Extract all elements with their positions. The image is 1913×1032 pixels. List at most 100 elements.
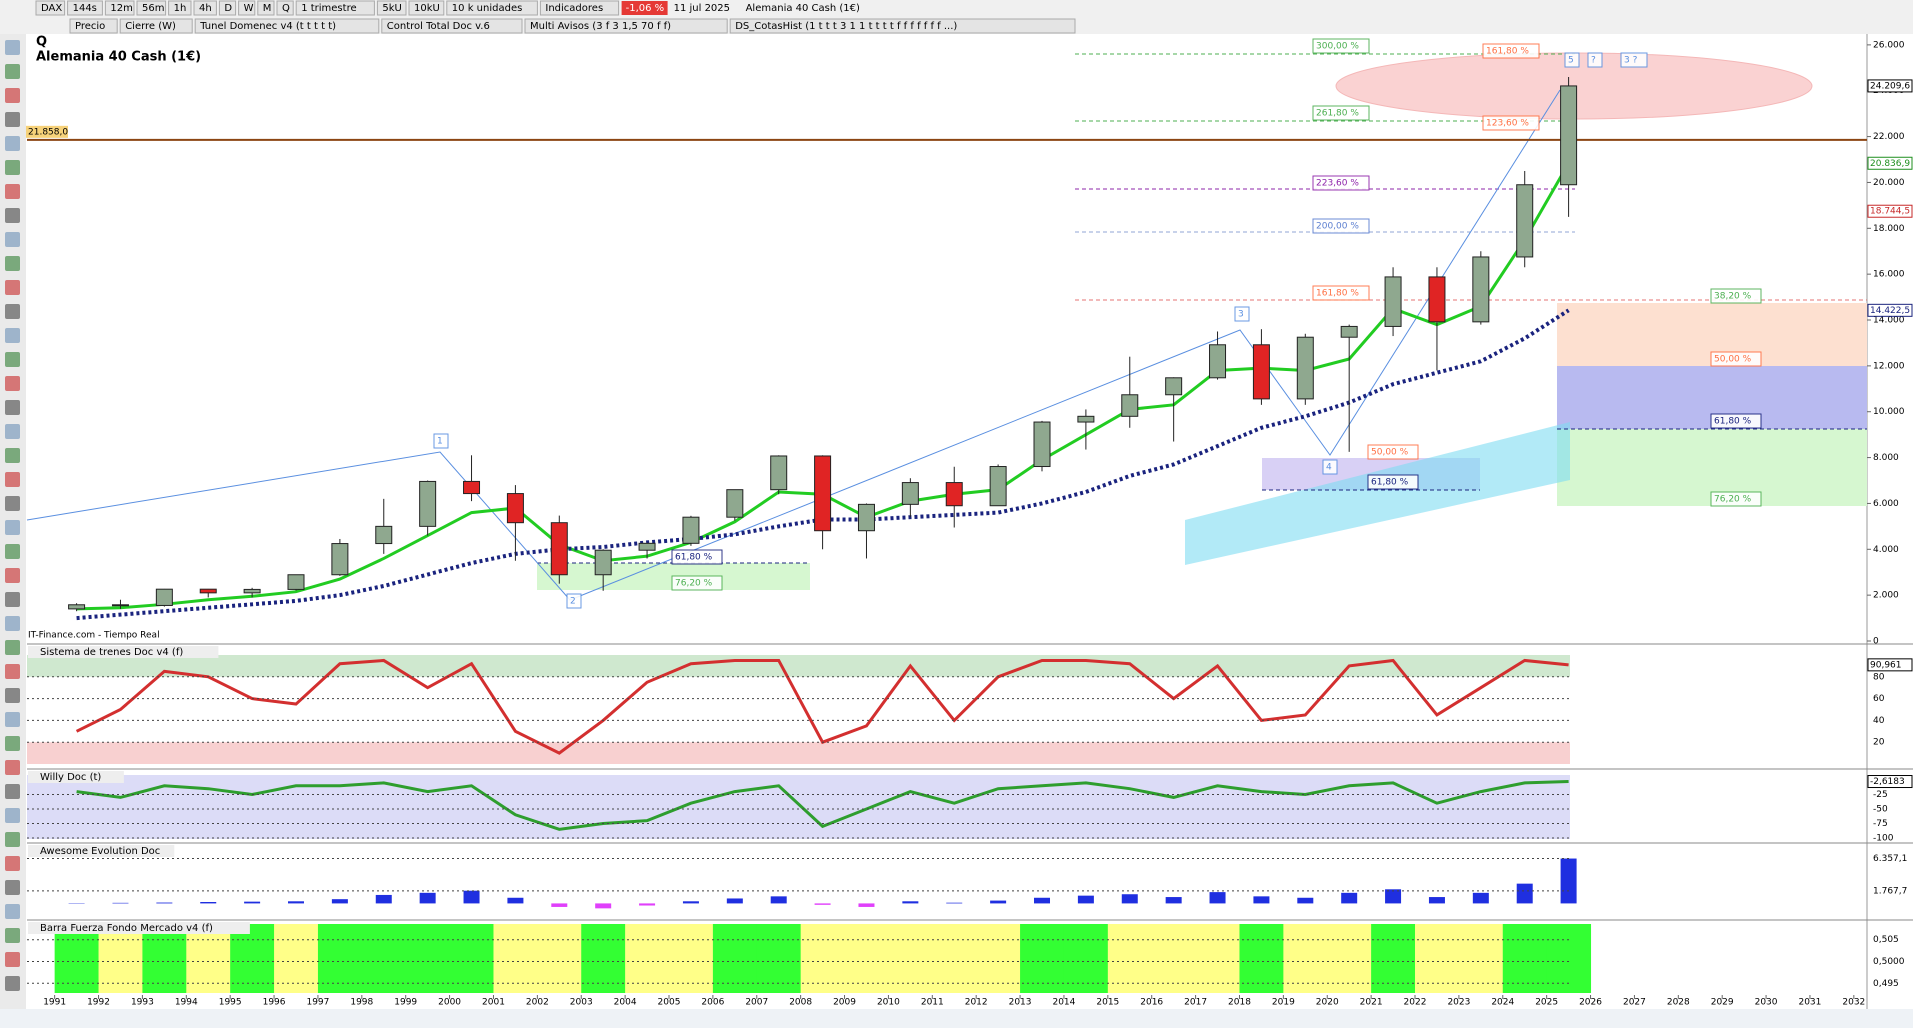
tool-icon[interactable] (5, 616, 20, 631)
y-tick-label: 18.000 (1873, 224, 1905, 234)
histogram-bar (1429, 897, 1445, 903)
current-label: -2,6183 (1870, 777, 1905, 787)
indicator-tab[interactable]: Precio (75, 21, 105, 32)
tool-icon[interactable] (5, 64, 20, 79)
tool-icon[interactable] (5, 184, 20, 199)
indicator-tab[interactable]: Multi Avisos (3 f 3 1,5 70 f f) (530, 21, 671, 32)
x-tick-label: 2004 (614, 998, 637, 1008)
tool-icon[interactable] (5, 448, 20, 463)
timeframe-button[interactable]: W (244, 3, 254, 14)
timeframe-button[interactable]: D (224, 3, 232, 14)
candle-body (1473, 257, 1489, 322)
annotation: 50,00 % (1714, 355, 1752, 365)
units[interactable]: 10 k unidades (452, 3, 523, 14)
indicator-tab[interactable]: Cierre (W) (125, 21, 176, 32)
panel-tick-label: 6.357,1 (1873, 854, 1907, 864)
timeframe-button[interactable]: 144s (73, 3, 97, 14)
y-tick-label: 2.000 (1873, 591, 1899, 601)
x-tick-label: 2002 (526, 998, 549, 1008)
panel-title: Sistema de trenes Doc v4 (f) (40, 647, 183, 658)
tool-icon[interactable] (5, 136, 20, 151)
candle-body (1210, 345, 1226, 378)
timeframe-button[interactable]: Q (282, 3, 290, 14)
y-tick-label: 6.000 (1873, 499, 1899, 509)
annotation: 5 (1568, 56, 1574, 66)
timeframe-button[interactable]: 1h (174, 3, 187, 14)
indicator-tab[interactable]: DS_CotasHist (1 t t t 3 1 1 t t t t f f … (735, 21, 957, 32)
tool-icon[interactable] (5, 784, 20, 799)
annotation: 61,80 % (1371, 478, 1409, 488)
tool-icon[interactable] (5, 232, 20, 247)
units-button[interactable]: 10kU (414, 3, 440, 14)
tool-icon[interactable] (5, 376, 20, 391)
x-tick-label: 1998 (350, 998, 373, 1008)
timeframe-button[interactable]: 4h (199, 3, 212, 14)
strength-bar (406, 924, 450, 993)
candle-body (1561, 86, 1577, 185)
tool-icon[interactable] (5, 544, 20, 559)
strength-bar (99, 924, 143, 993)
tool-icon[interactable] (5, 928, 20, 943)
histogram-bar (727, 898, 743, 903)
annotation: 161,80 % (1486, 47, 1529, 57)
tool-icon[interactable] (5, 640, 20, 655)
annotation: 50,00 % (1371, 448, 1409, 458)
tool-icon[interactable] (5, 688, 20, 703)
strength-bar (801, 924, 845, 993)
tool-icon[interactable] (5, 952, 20, 967)
y-tick-label: 22.000 (1873, 132, 1905, 142)
tool-icon[interactable] (5, 424, 20, 439)
tool-icon[interactable] (5, 88, 20, 103)
tool-icon[interactable] (5, 880, 20, 895)
timeframe-button[interactable]: 12m (110, 3, 132, 14)
tool-icon[interactable] (5, 112, 20, 127)
tool-icon[interactable] (5, 352, 20, 367)
x-tick-label: 2022 (1404, 998, 1427, 1008)
tool-icon[interactable] (5, 280, 20, 295)
tool-icon[interactable] (5, 592, 20, 607)
tool-icon[interactable] (5, 208, 20, 223)
zone (27, 775, 1570, 839)
tool-icon[interactable] (5, 520, 20, 535)
x-tick-label: 2013 (1009, 998, 1032, 1008)
price-label: 20.836,9 (1870, 159, 1910, 169)
annotation: 1 (437, 437, 443, 447)
tool-icon[interactable] (5, 664, 20, 679)
tool-icon[interactable] (5, 400, 20, 415)
tool-icon[interactable] (5, 40, 20, 55)
price-label: 14.422,5 (1870, 306, 1910, 316)
candle-body (332, 544, 348, 575)
tool-icon[interactable] (5, 568, 20, 583)
y-tick-label: 0 (1873, 637, 1879, 647)
tool-icon[interactable] (5, 856, 20, 871)
x-tick-label: 1993 (131, 998, 154, 1008)
units-button[interactable]: 5kU (382, 3, 401, 14)
candle-body (1297, 337, 1313, 399)
period[interactable]: 1 trimestre (301, 3, 356, 14)
tool-icon[interactable] (5, 160, 20, 175)
tool-icon[interactable] (5, 904, 20, 919)
indicator-tab[interactable]: Control Total Doc v.6 (387, 21, 490, 32)
annotation: 61,80 % (1714, 417, 1752, 427)
candle-body (376, 526, 392, 543)
strength-bar (1020, 924, 1064, 993)
tool-icon[interactable] (5, 304, 20, 319)
tool-icon[interactable] (5, 832, 20, 847)
tool-icon[interactable] (5, 760, 20, 775)
x-tick-label: 2011 (921, 998, 944, 1008)
indicator-tab[interactable]: Tunel Domenec v4 (t t t t t) (199, 21, 336, 32)
indicators[interactable]: Indicadores (545, 3, 603, 14)
tool-icon[interactable] (5, 496, 20, 511)
symbol[interactable]: DAX (41, 3, 62, 14)
tool-icon[interactable] (5, 712, 20, 727)
candle-body (1517, 185, 1533, 257)
tool-icon[interactable] (5, 256, 20, 271)
tool-icon[interactable] (5, 736, 20, 751)
tool-icon[interactable] (5, 976, 20, 991)
tool-icon[interactable] (5, 472, 20, 487)
tool-icon[interactable] (5, 808, 20, 823)
tool-icon[interactable] (5, 328, 20, 343)
timeframe-button[interactable]: 56m (142, 3, 164, 14)
x-tick-label: 1999 (394, 998, 417, 1008)
timeframe-button[interactable]: M (263, 3, 272, 14)
